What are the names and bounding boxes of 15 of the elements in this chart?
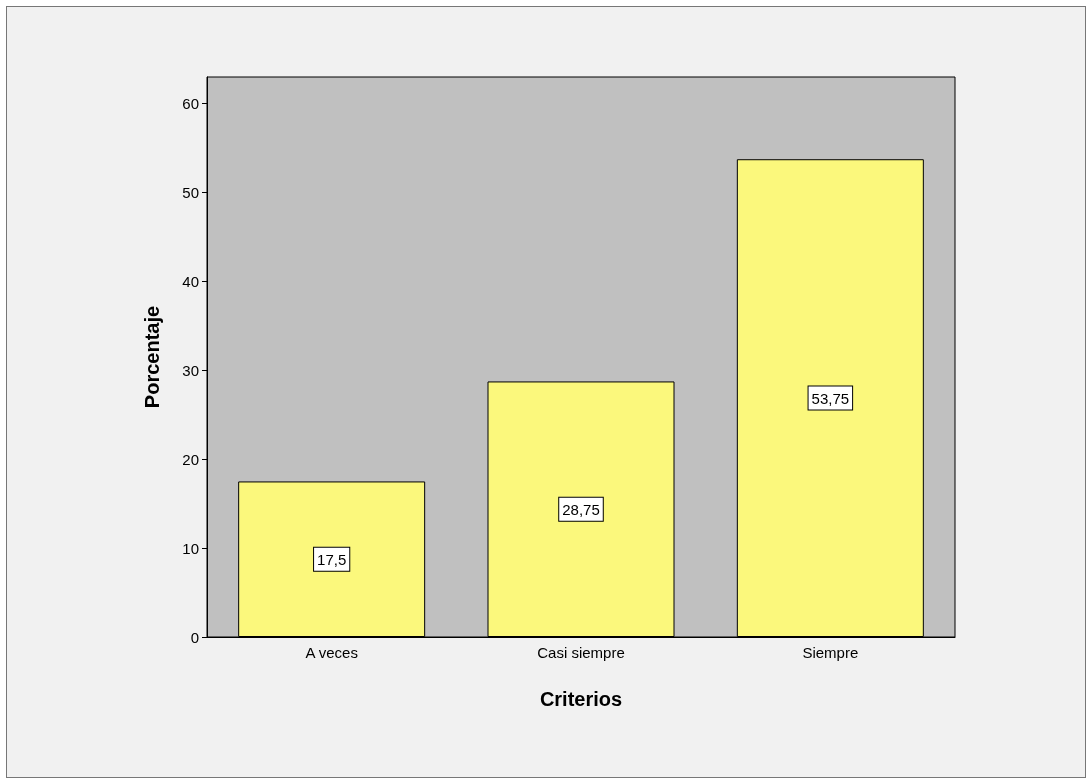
data-label: 28,75 (562, 500, 600, 518)
y-tick-label: 60 (182, 95, 199, 113)
y-tick-label: 40 (182, 272, 199, 290)
y-tick-label: 30 (182, 361, 199, 379)
x-tick-label: Casi siempre (537, 644, 625, 661)
y-tick-label: 10 (182, 539, 199, 557)
data-label: 53,75 (811, 389, 850, 407)
y-tick-label: 20 (182, 450, 199, 468)
y-tick-label: 50 (182, 184, 199, 202)
data-label: 17,5 (317, 550, 347, 568)
x-tick-label: A veces (305, 644, 358, 661)
y-axis-title: Porcentaje (141, 305, 163, 409)
y-tick-label: 0 (190, 628, 199, 646)
x-tick-label: Siempre (802, 644, 859, 661)
x-axis-title: Criterios (539, 688, 623, 710)
